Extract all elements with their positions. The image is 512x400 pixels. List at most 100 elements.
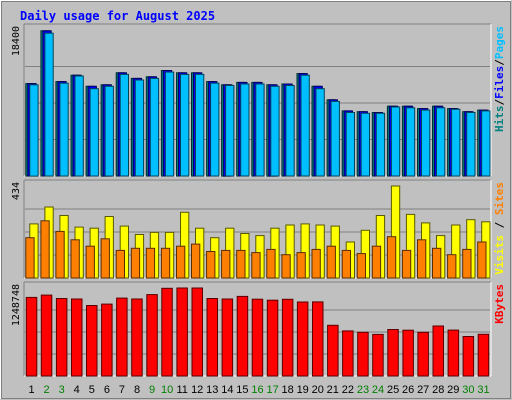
x-axis-day-labels: 1 2 3 4 5 6 7 8 9 10 11 12 13 14 15 16 17 18 19 20 21 22 23 24 2…	[28, 384, 489, 396]
bar-kbytes-day-31	[477, 333, 490, 377]
day-label-30: 30	[462, 384, 474, 396]
day-label-5: 5	[89, 384, 95, 396]
bar-kbytes-day-10	[161, 287, 173, 377]
bar-kbytes-day-25	[387, 329, 399, 377]
bar-pages-day-17	[270, 85, 280, 177]
bar-pages-day-12	[195, 73, 205, 177]
bar-kbytes-day-21	[327, 324, 339, 377]
day-label-2: 2	[44, 384, 50, 396]
bar-pages-day-25	[390, 106, 401, 177]
legend-label-pages: Pages	[493, 26, 506, 59]
legend-label-sites: Sites	[493, 182, 506, 215]
bar-sites-day-5	[85, 245, 95, 279]
panel-visits-max-label: 434	[11, 182, 22, 200]
bar-pages-day-5	[89, 88, 99, 177]
bar-kbytes-day-5	[86, 305, 98, 377]
day-label-25: 25	[387, 384, 399, 396]
legend-label-: /	[493, 215, 506, 235]
bar-sites-day-28	[432, 247, 442, 279]
legend-separator: /	[493, 59, 506, 66]
bar-sites-day-22	[341, 249, 352, 279]
bar-pages-day-16	[255, 83, 265, 177]
day-label-22: 22	[342, 384, 354, 396]
panel-visits-legend: Visits / Sites	[493, 182, 506, 275]
bar-kbytes-day-3	[55, 298, 68, 377]
bar-pages-day-18	[285, 85, 295, 177]
bar-kbytes-day-22	[342, 330, 354, 377]
bar-sites-day-23	[356, 253, 367, 279]
day-label-8: 8	[134, 384, 140, 396]
bar-kbytes-day-15	[236, 295, 249, 377]
bar-sites-day-3	[55, 230, 65, 279]
day-label-21: 21	[327, 384, 339, 396]
day-label-15: 15	[236, 384, 248, 396]
bar-sites-day-29	[447, 254, 457, 279]
bar-kbytes-day-7	[116, 297, 128, 377]
bar-pages-day-21	[330, 100, 340, 177]
bar-pages-day-20	[315, 88, 325, 177]
day-label-3: 3	[59, 384, 65, 396]
bar-pages-day-26	[405, 107, 416, 177]
bar-kbytes-day-1	[25, 296, 38, 377]
bar-kbytes-day-27	[417, 331, 429, 377]
bar-pages-day-8	[134, 79, 145, 177]
day-label-24: 24	[372, 384, 384, 396]
panel-traffic-legend: Hits/Files/Pages	[493, 26, 506, 132]
bar-sites-day-12	[191, 243, 201, 279]
day-label-23: 23	[357, 384, 369, 396]
bar-sites-day-15	[236, 249, 246, 279]
bar-pages-day-13	[210, 82, 220, 177]
bar-pages-day-4	[74, 75, 84, 177]
bar-kbytes-day-19	[296, 301, 309, 377]
bar-kbytes-day-23	[357, 331, 369, 377]
bar-kbytes-day-4	[71, 298, 83, 377]
bar-sites-day-31	[477, 241, 487, 279]
bar-kbytes-day-14	[221, 298, 234, 377]
bar-kbytes-day-26	[402, 329, 414, 377]
bar-sites-day-24	[371, 245, 382, 279]
bar-pages-day-11	[180, 73, 190, 177]
day-label-18: 18	[281, 384, 293, 396]
bar-kbytes-day-24	[372, 333, 384, 377]
bar-kbytes-day-20	[312, 301, 324, 377]
bar-kbytes-day-11	[176, 287, 188, 377]
bar-pages-day-31	[481, 110, 491, 177]
bar-pages-day-23	[360, 112, 371, 177]
day-label-1: 1	[28, 384, 34, 396]
bar-kbytes-day-29	[447, 329, 460, 377]
bar-pages-day-30	[466, 112, 476, 177]
bar-sites-day-2	[40, 220, 50, 279]
day-label-10: 10	[161, 384, 173, 396]
panel-traffic-max-label: 18400	[11, 26, 22, 56]
bar-kbytes-day-9	[146, 294, 158, 377]
day-label-20: 20	[312, 384, 324, 396]
day-label-9: 9	[149, 384, 155, 396]
day-label-6: 6	[104, 384, 110, 396]
bar-kbytes-day-8	[131, 298, 143, 377]
bar-pages-day-15	[240, 83, 250, 177]
day-label-28: 28	[432, 384, 444, 396]
bar-kbytes-day-28	[432, 325, 444, 377]
bar-pages-day-22	[345, 112, 356, 177]
day-label-7: 7	[119, 384, 125, 396]
bar-kbytes-day-6	[101, 303, 113, 377]
legend-separator: /	[493, 99, 506, 106]
day-label-14: 14	[221, 384, 233, 396]
legend-label-visits: Visits	[493, 235, 506, 275]
day-label-11: 11	[176, 384, 187, 396]
day-label-19: 19	[297, 384, 309, 396]
day-label-29: 29	[447, 384, 459, 396]
bar-sites-day-19	[296, 252, 306, 279]
bar-sites-day-20	[311, 248, 321, 279]
bar-pages-day-1	[29, 84, 39, 177]
bar-kbytes-day-2	[40, 294, 53, 377]
day-label-31: 31	[477, 384, 489, 396]
day-label-26: 26	[402, 384, 414, 396]
day-label-27: 27	[417, 384, 429, 396]
bar-pages-day-29	[451, 108, 461, 177]
bar-pages-day-24	[375, 112, 386, 177]
bar-pages-day-6	[104, 85, 114, 177]
